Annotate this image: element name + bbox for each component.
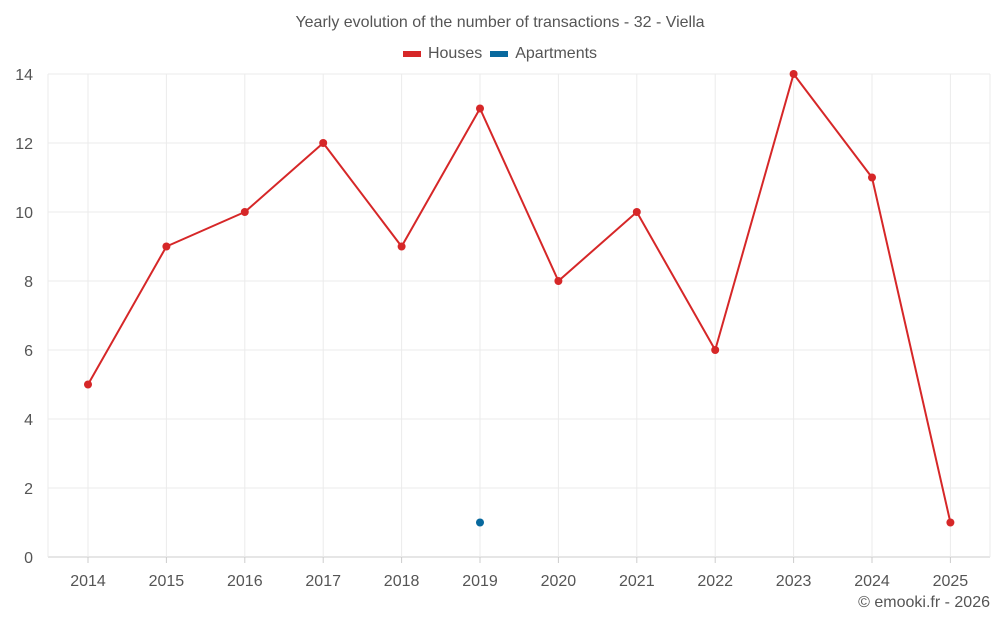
data-point-houses[interactable] [789,70,798,78]
data-point-houses[interactable] [711,346,720,354]
y-tick-label: 2 [24,481,33,498]
data-point-apartments[interactable] [476,518,484,527]
x-tick-label: 2016 [227,573,263,590]
x-tick-label: 2019 [462,573,498,590]
x-tick-label: 2017 [305,573,341,590]
x-tick-label: 2015 [149,573,185,590]
y-tick-label: 0 [24,550,33,567]
y-tick-label: 10 [15,205,33,222]
x-tick-label: 2014 [70,573,106,590]
x-tick-label: 2022 [697,573,733,590]
legend-label-houses: Houses [427,45,483,62]
y-tick-label: 6 [24,343,33,360]
legend-item-apartments[interactable]: Apartments [490,45,597,63]
data-point-houses[interactable] [554,277,563,285]
data-point-houses[interactable] [632,208,641,216]
x-tick-label: 2018 [384,573,420,590]
legend-item-houses[interactable]: Houses [402,45,483,63]
data-point-houses[interactable] [240,208,249,216]
data-point-houses[interactable] [476,104,484,113]
x-tick-label: 2023 [776,573,812,590]
x-tick-label: 2025 [933,573,969,590]
data-point-houses[interactable] [397,242,406,251]
x-tick-label: 2020 [541,573,577,590]
series [84,70,955,527]
chart-title: Yearly evolution of the number of transa… [295,14,705,31]
data-point-houses[interactable] [319,139,328,147]
y-tick-label: 8 [24,274,33,291]
y-tick-label: 12 [15,136,33,153]
axes: 0 2 4 6 8 10 12 14 2014 2015 2016 2017 2018 2019 2020 2… [15,67,968,590]
y-tick-label: 4 [24,412,33,429]
legend-label-apartments: Apartments [515,45,598,62]
data-point-houses[interactable] [946,518,955,527]
grid [47,73,991,558]
legend: Houses Apartments [0,45,1000,63]
x-tick-label: 2021 [619,573,655,590]
x-tick-label: 2024 [854,573,890,590]
data-point-houses[interactable] [868,173,876,182]
data-point-houses[interactable] [84,380,92,389]
credit-text: © emooki.fr - 2026 [858,594,990,611]
legend-swatch-apartments [490,51,509,57]
data-point-houses[interactable] [162,242,171,251]
legend-swatch-houses [402,51,421,57]
y-tick-label: 14 [15,67,33,84]
series-line-houses [87,73,952,523]
